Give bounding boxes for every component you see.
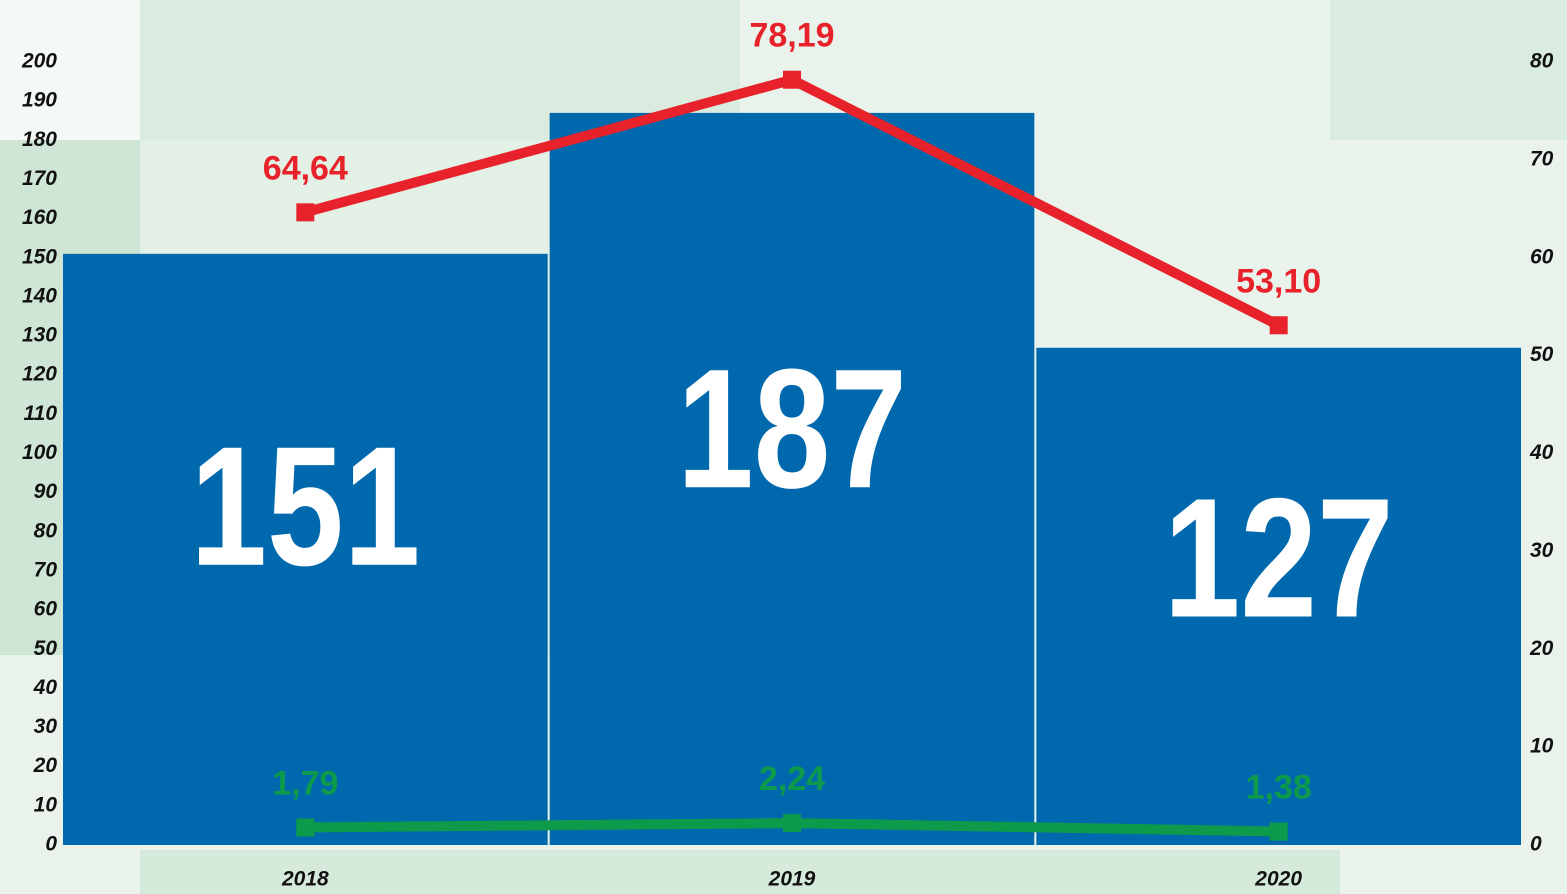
y2-tick-label: 80 [1530,50,1554,73]
line-marker [783,814,801,833]
line-marker [1269,822,1288,841]
y-tick-label: 190 [22,89,57,112]
y2-tick-label: 40 [1529,441,1554,464]
line-value-label: 53,10 [1236,262,1321,300]
y2-tick-label: 60 [1530,245,1554,268]
y-tick-label: 20 [33,754,58,777]
line-value-label: 78,19 [749,17,834,55]
background-block [1330,0,1567,140]
y-tick-label: 60 [34,598,58,621]
bar [1036,347,1521,845]
y-tick-label: 0 [45,833,57,856]
bar-value-label: 187 [677,334,907,524]
bar-value-label: 127 [1164,463,1394,653]
bar [549,112,1035,845]
y-tick-label: 170 [22,167,57,190]
y-tick-label: 200 [21,50,57,73]
x-tick-label: 2020 [1254,868,1302,891]
line-value-label: 1,79 [272,764,338,802]
y-tick-label: 120 [22,363,57,386]
line-value-label: 64,64 [263,149,348,187]
y-tick-label: 160 [22,206,57,229]
y-tick-label: 130 [22,324,57,347]
background-block [0,0,140,140]
y-tick-label: 50 [34,637,58,660]
y2-tick-label: 70 [1530,147,1554,170]
line-marker [783,70,801,89]
y-tick-label: 150 [22,245,57,268]
line-marker [1269,316,1288,335]
y-tick-label: 140 [22,284,57,307]
y2-tick-label: 30 [1530,539,1554,562]
line-value-label: 1,38 [1246,768,1312,806]
y2-tick-label: 50 [1530,343,1554,366]
x-tick-label: 2019 [768,868,816,891]
background-block [140,850,1340,894]
y-tick-label: 90 [34,480,58,503]
y2-tick-label: 0 [1530,833,1542,856]
y2-tick-label: 20 [1529,637,1554,660]
y-tick-label: 30 [34,715,58,738]
y2-tick-label: 10 [1530,735,1554,758]
y-tick-label: 110 [24,402,58,425]
line-marker [296,203,315,222]
y-tick-label: 180 [22,128,57,151]
y-tick-label: 10 [34,793,58,816]
y-tick-label: 80 [34,519,58,542]
bar [63,253,548,845]
x-tick-label: 2018 [281,868,329,891]
y-tick-label: 100 [22,441,57,464]
line-value-label: 2,24 [759,760,825,798]
line-marker [296,818,315,837]
y-tick-label: 70 [34,558,58,581]
bar-value-label: 151 [190,412,420,602]
y-tick-label: 40 [33,676,58,699]
